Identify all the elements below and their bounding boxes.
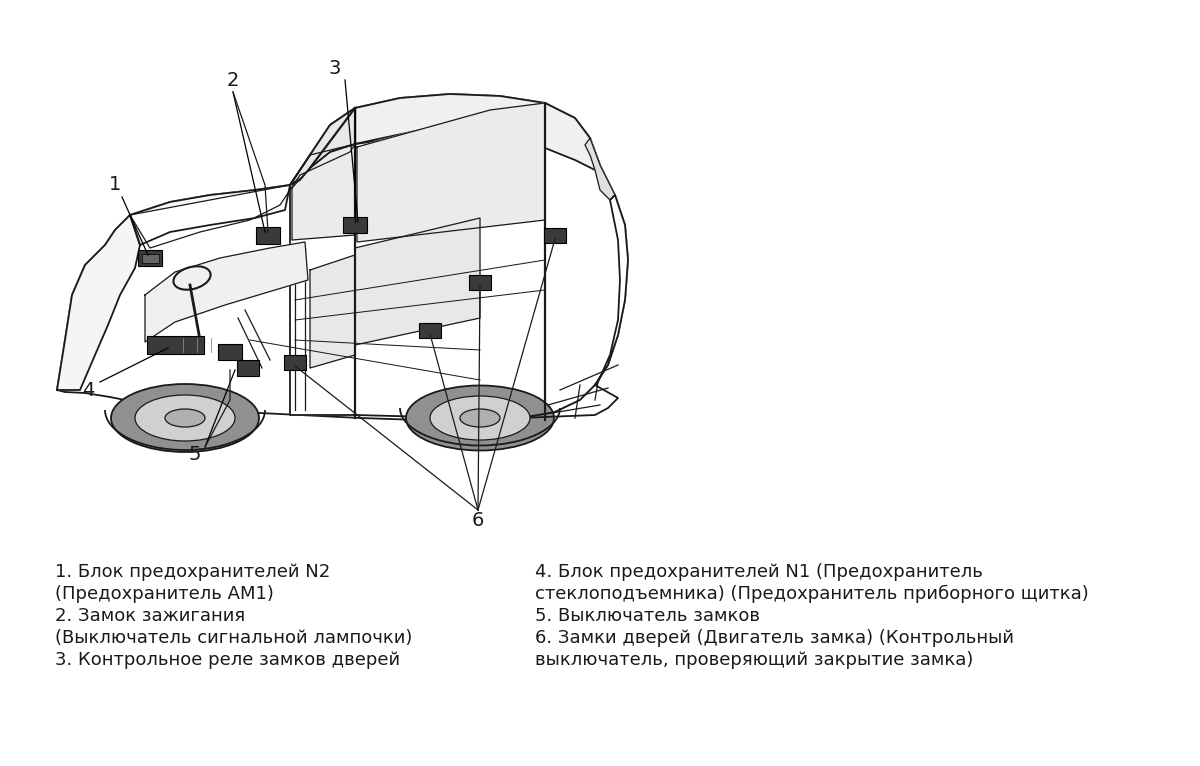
- Text: 6: 6: [472, 510, 484, 529]
- Text: стеклоподъемника) (Предохранитель приборного щитка): стеклоподъемника) (Предохранитель прибор…: [535, 585, 1088, 604]
- Text: 1: 1: [109, 175, 121, 195]
- Polygon shape: [290, 144, 355, 415]
- Text: 1. Блок предохранителей N2: 1. Блок предохранителей N2: [55, 563, 330, 581]
- Text: 5: 5: [188, 446, 202, 464]
- Polygon shape: [58, 215, 140, 390]
- Text: 4: 4: [82, 381, 94, 400]
- FancyBboxPatch shape: [469, 274, 491, 290]
- FancyBboxPatch shape: [142, 254, 158, 263]
- Text: (Предохранитель АM1): (Предохранитель АM1): [55, 585, 274, 603]
- Text: выключатель, проверяющий закрытие замка): выключатель, проверяющий закрытие замка): [535, 651, 973, 669]
- Text: 3. Контрольное реле замков дверей: 3. Контрольное реле замков дверей: [55, 651, 400, 669]
- FancyBboxPatch shape: [238, 360, 259, 376]
- Polygon shape: [310, 94, 600, 170]
- Polygon shape: [355, 103, 545, 420]
- Polygon shape: [290, 108, 355, 185]
- FancyBboxPatch shape: [256, 227, 280, 244]
- Text: 4. Блок предохранителей N1 (Предохранитель: 4. Блок предохранителей N1 (Предохраните…: [535, 563, 983, 581]
- Polygon shape: [310, 255, 355, 368]
- FancyBboxPatch shape: [138, 250, 162, 266]
- Ellipse shape: [112, 384, 259, 452]
- Text: 5. Выключатель замков: 5. Выключатель замков: [535, 607, 760, 625]
- Text: (Выключатель сигнальной лампочки): (Выключатель сигнальной лампочки): [55, 629, 413, 647]
- FancyBboxPatch shape: [419, 322, 442, 338]
- Text: 6. Замки дверей (Двигатель замка) (Контрольный: 6. Замки дверей (Двигатель замка) (Контр…: [535, 629, 1014, 647]
- Polygon shape: [145, 242, 308, 342]
- Polygon shape: [58, 94, 628, 420]
- Polygon shape: [355, 218, 480, 345]
- FancyBboxPatch shape: [218, 344, 242, 360]
- Polygon shape: [130, 185, 290, 245]
- Polygon shape: [586, 138, 616, 200]
- Ellipse shape: [134, 395, 235, 441]
- FancyBboxPatch shape: [146, 336, 204, 354]
- Text: 2: 2: [227, 70, 239, 90]
- FancyBboxPatch shape: [343, 217, 367, 233]
- Ellipse shape: [406, 385, 554, 450]
- Text: 3: 3: [329, 58, 341, 77]
- Ellipse shape: [460, 409, 500, 427]
- FancyBboxPatch shape: [284, 355, 306, 369]
- Ellipse shape: [430, 396, 530, 440]
- Ellipse shape: [166, 409, 205, 427]
- Polygon shape: [358, 103, 545, 242]
- Text: 2. Замок зажигания: 2. Замок зажигания: [55, 607, 245, 625]
- Polygon shape: [130, 144, 355, 248]
- Polygon shape: [520, 195, 628, 418]
- Polygon shape: [292, 144, 355, 240]
- FancyBboxPatch shape: [544, 228, 566, 243]
